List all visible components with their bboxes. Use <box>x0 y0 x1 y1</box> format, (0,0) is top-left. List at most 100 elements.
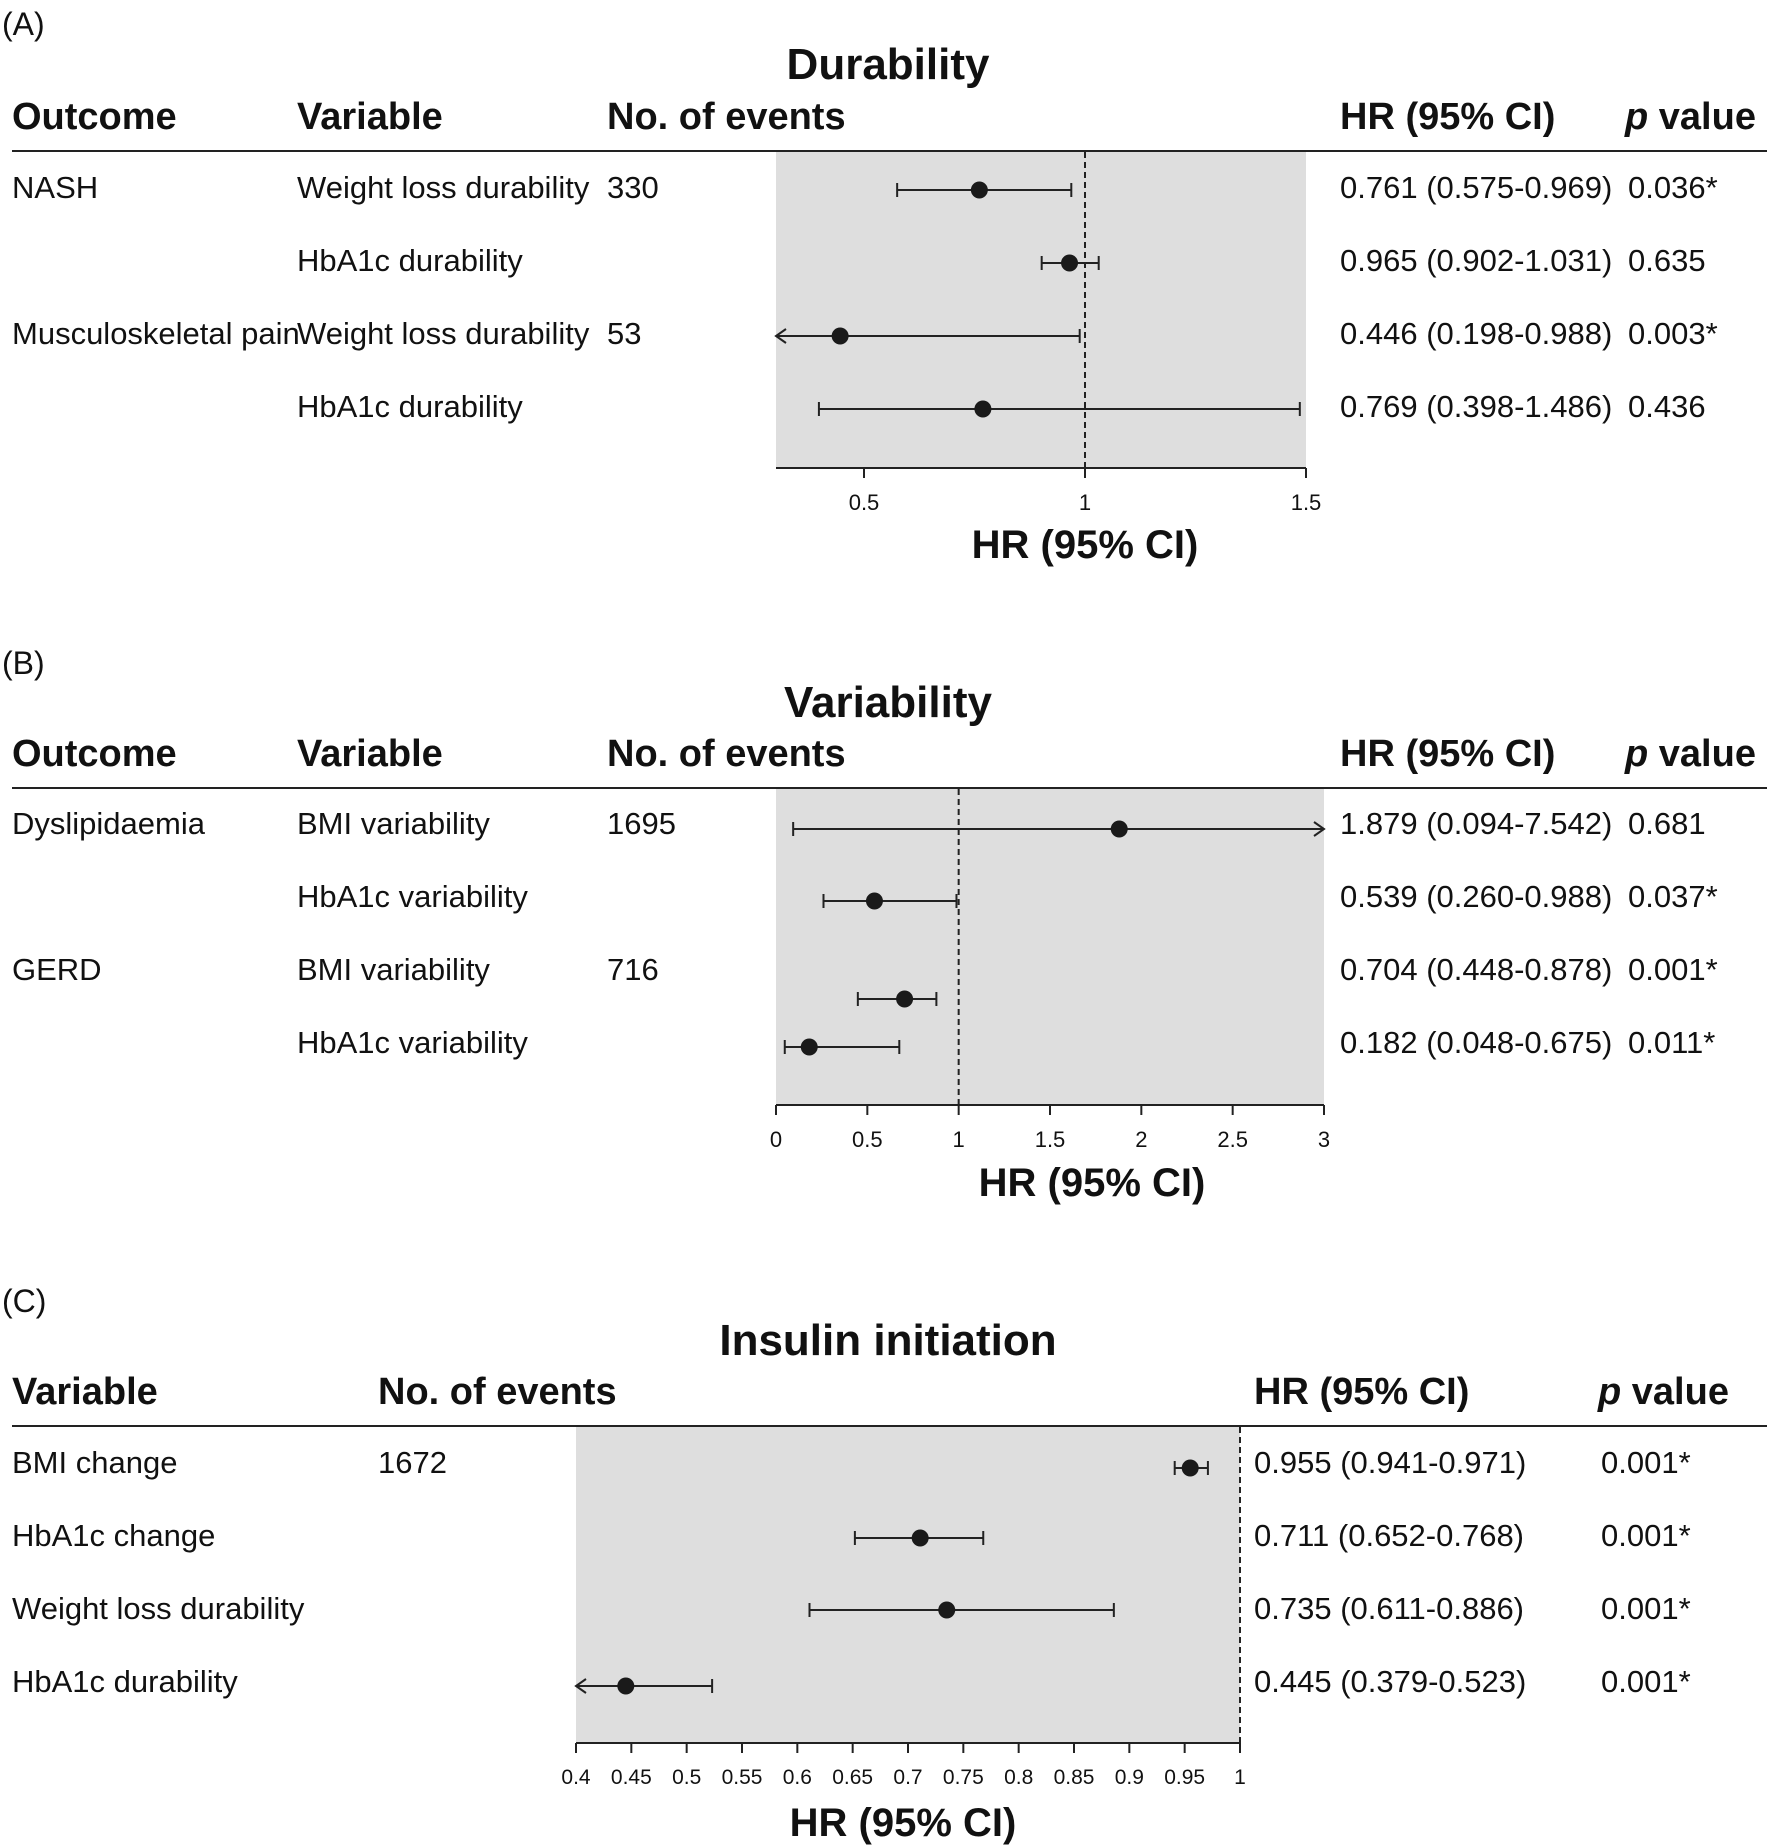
panel-c-header-events: No. of events <box>378 1371 617 1413</box>
panel-b-row2-variable: HbA1c variability <box>297 879 528 914</box>
panel-a-hr-point <box>1061 254 1079 272</box>
panel-c-x-tick-label: 0.65 <box>832 1766 873 1789</box>
panel-a-header-p: p value <box>1625 96 1756 138</box>
panel-a-row2-p: 0.635 <box>1628 243 1706 278</box>
panel-b-plot-background <box>776 789 1324 1105</box>
panel-c-x-tick-label: 0.5 <box>672 1766 701 1789</box>
panel-b-header-outcome: Outcome <box>12 733 177 775</box>
panel-a-row1-events: 330 <box>607 170 659 205</box>
panel-b-label: (B) <box>2 645 45 681</box>
panel-b-ci-arrow-right <box>1313 821 1326 837</box>
panel-b-row1-p: 0.681 <box>1628 806 1706 841</box>
panel-a-header-rule <box>12 150 1767 152</box>
panel-a-row1-outcome: NASH <box>12 170 99 205</box>
panel-c-label: (C) <box>2 1283 47 1319</box>
panel-a-row2-hr: 0.965 (0.902-1.031) <box>1340 243 1613 278</box>
panel-c-row2-hr: 0.711 (0.652-0.768) <box>1254 1518 1525 1553</box>
panel-c-header-p: p value <box>1598 1371 1729 1413</box>
panel-a-hr-point <box>974 400 992 418</box>
panel-a-header-outcome: Outcome <box>12 96 177 138</box>
panel-b-row2-p: 0.037* <box>1628 879 1718 914</box>
panel-c-x-tick-label: 0.45 <box>611 1766 652 1789</box>
panel-a-plot-background <box>776 152 1306 468</box>
panel-b-row3-variable: BMI variability <box>297 952 490 987</box>
panel-b-x-tick-label: 3 <box>1318 1127 1330 1152</box>
panel-c-x-tick-label: 0.95 <box>1164 1766 1205 1789</box>
panel-b-title: Variability <box>784 678 992 727</box>
panel-b-hr-point <box>1110 820 1128 838</box>
panel-b-header-rule <box>12 787 1767 789</box>
panel-a-row4-variable: HbA1c durability <box>297 389 523 424</box>
panel-b-row1-outcome: Dyslipidaemia <box>12 806 205 841</box>
panel-c-header-hr: HR (95% CI) <box>1254 1371 1470 1413</box>
panel-b-x-tick-label: 0.5 <box>852 1127 883 1152</box>
panel-c-row1-p: 0.001* <box>1601 1445 1691 1480</box>
panel-a-row4-p: 0.436 <box>1628 389 1706 424</box>
panel-a-x-axis-label: HR (95% CI) <box>972 523 1199 567</box>
panel-b-row1-hr: 1.879 (0.094-7.542) <box>1340 806 1613 841</box>
panel-c-title: Insulin initiation <box>719 1316 1057 1365</box>
panel-c-hr-point <box>1181 1459 1199 1477</box>
panel-b-row3-p: 0.001* <box>1628 952 1718 987</box>
panel-a-header-hr: HR (95% CI) <box>1340 96 1556 138</box>
panel-c-x-tick-label: 1 <box>1234 1766 1246 1789</box>
panel-b-row4-variable: HbA1c variability <box>297 1025 528 1060</box>
panel-c-row1-variable: BMI change <box>12 1445 178 1480</box>
panel-c-row4-hr: 0.445 (0.379-0.523) <box>1254 1664 1527 1699</box>
panel-b-x-tick-label: 1 <box>953 1127 965 1152</box>
panel-a-row1-hr: 0.761 (0.575-0.969) <box>1340 170 1613 205</box>
panel-c-hr-point <box>938 1601 956 1619</box>
panel-c-row2-p: 0.001* <box>1601 1518 1691 1553</box>
panel-a-title: Durability <box>786 40 990 89</box>
panel-a-hr-point <box>831 327 849 345</box>
panel-a-row3-p: 0.003* <box>1628 316 1718 351</box>
panel-b-row2-hr: 0.539 (0.260-0.988) <box>1340 879 1613 914</box>
panel-b-row3-events: 716 <box>607 952 659 987</box>
panel-a-forest-plot: 0.5 1 1.5 HR (95% CI) <box>774 152 1321 567</box>
panel-a-hr-point <box>970 181 988 199</box>
panel-b-row1-variable: BMI variability <box>297 806 490 841</box>
panel-a-row3-outcome: Musculoskeletal pain <box>12 316 300 351</box>
panel-c-ci-arrow-left <box>574 1678 587 1694</box>
panel-b-x-axis-label: HR (95% CI) <box>979 1161 1206 1205</box>
panel-a-label: (A) <box>2 6 45 42</box>
panel-b-row1-events: 1695 <box>607 806 676 841</box>
panel-c-x-tick-label: 0.7 <box>893 1766 922 1789</box>
panel-c-row3-p: 0.001* <box>1601 1591 1691 1626</box>
panel-b-x-tick-label: 2 <box>1135 1127 1147 1152</box>
panel-c-x-tick-label: 0.9 <box>1115 1766 1144 1789</box>
panel-c-hr-point <box>617 1677 635 1695</box>
panel-a-ci-arrow-left <box>774 328 787 344</box>
panel-c-x-tick-label: 0.8 <box>1004 1766 1033 1789</box>
panel-b-x-tick-label: 2.5 <box>1217 1127 1248 1152</box>
panel-b-x-tick-label: 1.5 <box>1035 1127 1066 1152</box>
panel-b-row3-hr: 0.704 (0.448-0.878) <box>1340 952 1613 987</box>
panel-a-row1-variable: Weight loss durability <box>297 170 590 205</box>
panel-c-x-tick-label: 0.85 <box>1054 1766 1095 1789</box>
panel-b-row3-outcome: GERD <box>12 952 102 987</box>
panel-a-x-tick-label: 1 <box>1079 490 1091 515</box>
panel-a-row3-hr: 0.446 (0.198-0.988) <box>1340 316 1613 351</box>
panel-b-hr-point <box>865 892 883 910</box>
panel-c-x-tick-label: 0.6 <box>783 1766 812 1789</box>
panel-a-row3-variable: Weight loss durability <box>297 316 590 351</box>
panel-c-hr-point <box>911 1529 929 1547</box>
panel-b-hr-point <box>800 1038 818 1056</box>
panel-c-row4-variable: HbA1c durability <box>12 1664 238 1699</box>
panel-c-x-tick-label: 0.4 <box>561 1766 591 1789</box>
panel-c-row2-variable: HbA1c change <box>12 1518 216 1553</box>
panel-a-x-tick-label: 0.5 <box>849 490 880 515</box>
panel-c-row4-p: 0.001* <box>1601 1664 1691 1699</box>
panel-c-header-rule <box>12 1425 1767 1427</box>
panel-b-hr-point <box>896 990 914 1008</box>
panel-b-forest-plot: 0 0.5 1 1.5 2 2.5 3 HR (95% CI) <box>770 789 1330 1205</box>
panel-b-header-variable: Variable <box>297 733 443 775</box>
panel-c-forest-plot: 0.4 0.45 0.5 0.55 0.6 0.65 0.7 0.75 0.8 0.85 0.9 0.… <box>561 1427 1246 1845</box>
panel-a-header-events: No. of events <box>607 96 846 138</box>
panel-b-header-events: No. of events <box>607 733 846 775</box>
panel-b-header-hr: HR (95% CI) <box>1340 733 1556 775</box>
panel-c-plot-background <box>576 1427 1240 1743</box>
panel-b-x-tick-label: 0 <box>770 1127 782 1152</box>
panel-a-row3-events: 53 <box>607 316 642 351</box>
